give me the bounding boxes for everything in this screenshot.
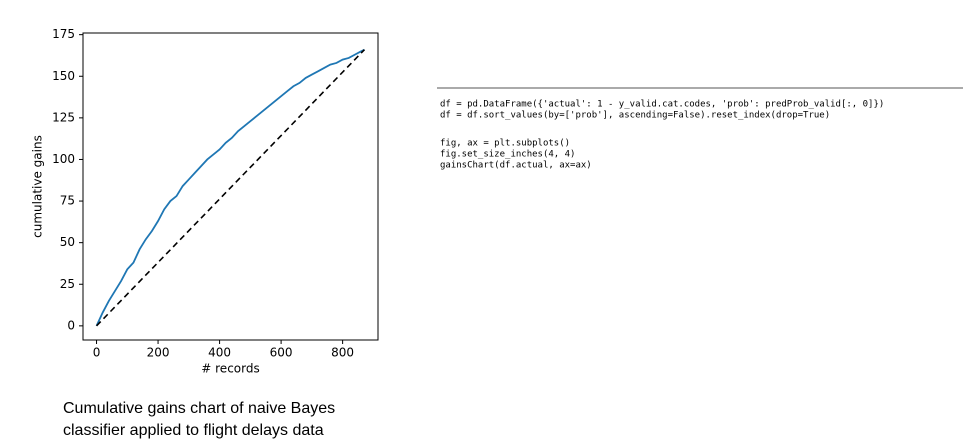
y-tick-label: 125: [52, 110, 75, 124]
code-line: fig.set_size_inches(4, 4): [440, 150, 575, 160]
x-tick-label: 400: [208, 346, 231, 360]
caption: Cumulative gains chart of naive Bayes: [63, 400, 335, 417]
series-line: [95, 48, 365, 327]
y-tick-label: 25: [60, 277, 75, 291]
series-line: [95, 49, 366, 327]
x-tick-label: 0: [93, 346, 101, 360]
y-axis-label: cumulative gains: [31, 135, 45, 238]
code-line: df = df.sort_values(by=['prob'], ascendi…: [440, 111, 830, 121]
y-tick-label: 0: [67, 318, 75, 332]
x-axis-label: # records: [201, 362, 259, 376]
x-tick-label: 600: [270, 346, 293, 360]
caption: classifier applied to flight delays data: [63, 422, 324, 439]
y-tick-label: 100: [52, 152, 75, 166]
y-tick-label: 175: [52, 27, 75, 41]
y-tick-label: 50: [60, 235, 75, 249]
x-tick-label: 800: [331, 346, 354, 360]
y-tick-label: 150: [52, 69, 75, 83]
x-tick-label: 200: [147, 346, 170, 360]
code-line: gainsChart(df.actual, ax=ax): [440, 161, 592, 171]
code-line: fig, ax = plt.subplots(): [440, 139, 570, 149]
plot-frame: [82, 32, 379, 341]
y-tick-label: 75: [60, 194, 75, 208]
code-line: df = pd.DataFrame({'actual': 1 - y_valid…: [440, 100, 884, 110]
